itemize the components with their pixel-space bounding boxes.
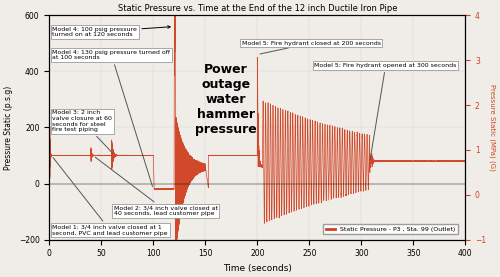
Text: Model 2: 3/4 inch valve closed at
40 seconds, lead customer pipe: Model 2: 3/4 inch valve closed at 40 sec… bbox=[95, 157, 218, 216]
Text: Model 4: 130 psig pressure turned off
at 100 seconds: Model 4: 130 psig pressure turned off at… bbox=[52, 50, 171, 186]
Text: Model 5: Fire hydrant closed at 200 seconds: Model 5: Fire hydrant closed at 200 seco… bbox=[242, 40, 380, 54]
Text: Power
outage
water
hammer
pressure: Power outage water hammer pressure bbox=[195, 63, 257, 136]
Text: Model 4: 100 psig pressure
turned on at 120 seconds: Model 4: 100 psig pressure turned on at … bbox=[52, 26, 170, 37]
Text: Model 1: 3/4 inch valve closed at 1
second, PVC and lead customer pipe: Model 1: 3/4 inch valve closed at 1 seco… bbox=[52, 158, 168, 236]
Y-axis label: Pressure Static (MPa) (G): Pressure Static (MPa) (G) bbox=[490, 84, 496, 171]
Legend: Static Pressure - P3 , Sta. 99 (Outlet): Static Pressure - P3 , Sta. 99 (Outlet) bbox=[324, 224, 458, 234]
Title: Static Pressure vs. Time at the End of the 12 inch Ductile Iron Pipe: Static Pressure vs. Time at the End of t… bbox=[118, 4, 397, 13]
X-axis label: Time (seconds): Time (seconds) bbox=[223, 264, 292, 273]
Text: Model 5: Fire hydrant opened at 300 seconds: Model 5: Fire hydrant opened at 300 seco… bbox=[314, 63, 457, 160]
Y-axis label: Pressure Static (p.s.g): Pressure Static (p.s.g) bbox=[4, 85, 13, 170]
Text: Model 3: 2 inch
valve closure at 60
seconds for steel
fire test piping: Model 3: 2 inch valve closure at 60 seco… bbox=[52, 110, 113, 153]
